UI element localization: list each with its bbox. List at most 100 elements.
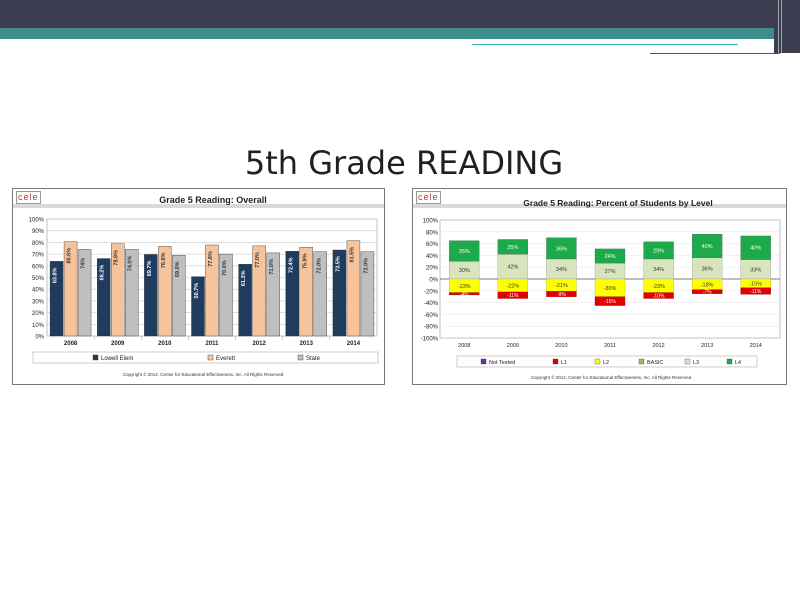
y-tick-label: -60% — [424, 313, 439, 319]
bar-l4 — [643, 241, 674, 260]
y-tick-label: 80% — [426, 230, 439, 236]
bar — [205, 244, 219, 337]
bar — [299, 246, 313, 337]
levels-chart-panel: cele Grade 5 Reading: Percent of Student… — [412, 188, 787, 385]
x-tick-label: 2011 — [205, 341, 219, 347]
bar-l1 — [691, 289, 723, 294]
x-tick-label: 2013 — [300, 341, 314, 347]
corner-line — [778, 0, 779, 53]
bar — [285, 251, 299, 337]
bar-l1 — [740, 287, 771, 295]
bar-l1 — [594, 296, 626, 306]
x-tick-label: 2010 — [158, 341, 172, 347]
bar-l4 — [497, 239, 529, 255]
x-tick-label: 2008 — [64, 341, 78, 347]
header-divider — [413, 204, 786, 208]
data-label: 63.8% — [53, 267, 59, 283]
legend-swatch — [207, 354, 214, 361]
data-label-l3: 42% — [507, 265, 518, 271]
bar-l4 — [449, 240, 480, 262]
x-tick-label: 2012 — [252, 341, 266, 347]
y-tick-label: -80% — [424, 325, 439, 331]
bar — [144, 254, 158, 337]
data-label: 80.6% — [67, 248, 73, 264]
data-label: 72.0% — [316, 258, 322, 274]
data-label-l1: -15% — [604, 299, 616, 305]
data-label: 76.6% — [161, 252, 167, 268]
data-label: 77.8% — [208, 251, 214, 267]
top-banner — [0, 0, 800, 28]
y-tick-label: -20% — [424, 289, 439, 295]
bar — [313, 251, 327, 337]
data-label: 73.5% — [335, 256, 341, 272]
x-tick-label: 2009 — [111, 341, 125, 347]
bar — [266, 252, 280, 337]
legend-swatch — [297, 354, 304, 361]
x-tick-label: 2013 — [701, 343, 713, 349]
legend-label: Everett — [216, 356, 235, 362]
y-tick-label: 40% — [426, 254, 439, 260]
bar-l3 — [497, 254, 529, 280]
y-tick-label: 70% — [32, 253, 45, 259]
data-label-l2: -15% — [749, 281, 762, 287]
y-tick-label: -40% — [424, 301, 439, 307]
data-label-l1: -10% — [653, 294, 665, 300]
y-tick-label: 60% — [426, 242, 439, 248]
data-label-l2: -23% — [652, 284, 665, 290]
data-label-l2: -21% — [555, 283, 568, 289]
x-tick-label: 2009 — [507, 343, 519, 349]
chart-title: Grade 5 Reading: Percent of Students by … — [523, 198, 712, 208]
y-tick-label: 100% — [29, 218, 45, 224]
bar-l1 — [643, 292, 674, 299]
y-tick-label: 0% — [429, 278, 438, 284]
legend-swatch — [92, 354, 99, 361]
legend-swatch — [638, 358, 645, 365]
bar-l4 — [691, 234, 723, 258]
data-label-l4: 40% — [702, 244, 713, 250]
legend-swatch — [594, 358, 601, 365]
legend-swatch — [480, 358, 487, 365]
levels-chart: Grade 5 Reading: Percent of Students by … — [413, 189, 786, 384]
bar — [238, 264, 252, 337]
data-label-l4: 24% — [604, 254, 615, 260]
corner-line — [781, 0, 782, 53]
x-tick-label: 2014 — [750, 343, 762, 349]
x-tick-label: 2010 — [555, 343, 567, 349]
y-tick-label: 0% — [35, 335, 44, 341]
y-tick-label: 100% — [423, 219, 439, 225]
data-label-l4: 35% — [459, 249, 470, 255]
legend-label: Not Tested — [489, 360, 515, 366]
data-label: 61.3% — [241, 270, 247, 286]
y-tick-label: 50% — [32, 276, 45, 282]
data-label-l3: 36% — [702, 266, 713, 272]
y-tick-label: 40% — [32, 288, 45, 294]
legend-swatch — [684, 358, 691, 365]
data-label-l4: 36% — [556, 246, 567, 252]
y-tick-label: 30% — [32, 299, 45, 305]
bar — [332, 249, 347, 337]
legend-label: L3 — [693, 360, 699, 366]
legend-box — [32, 351, 379, 364]
legend-swatch — [552, 358, 559, 365]
data-label: 78.8% — [114, 250, 120, 266]
bar — [97, 258, 111, 337]
x-tick-label: 2008 — [458, 343, 470, 349]
overall-chart-panel: cele Grade 5 Reading: Overall 0% 10% 20% 30%… — [12, 188, 385, 385]
data-label-l1: -11% — [750, 289, 762, 295]
data-label: 50.7% — [194, 283, 200, 299]
data-label-l3: 33% — [750, 267, 761, 273]
data-label: 74.0% — [128, 256, 134, 272]
header-divider — [13, 204, 384, 208]
bar — [360, 251, 375, 337]
bar-l4 — [740, 235, 771, 260]
bar — [49, 261, 64, 337]
data-label-l4: 25% — [507, 245, 518, 251]
data-label-l4: 29% — [653, 248, 664, 254]
data-label: 69.0% — [175, 261, 181, 277]
bar — [252, 245, 266, 337]
x-tick-label: 2011 — [604, 343, 616, 349]
data-label: 69.7% — [147, 261, 153, 277]
legend-label: L4 — [735, 360, 741, 366]
x-tick-label: 2012 — [652, 343, 664, 349]
cele-logo: cele — [416, 191, 441, 204]
